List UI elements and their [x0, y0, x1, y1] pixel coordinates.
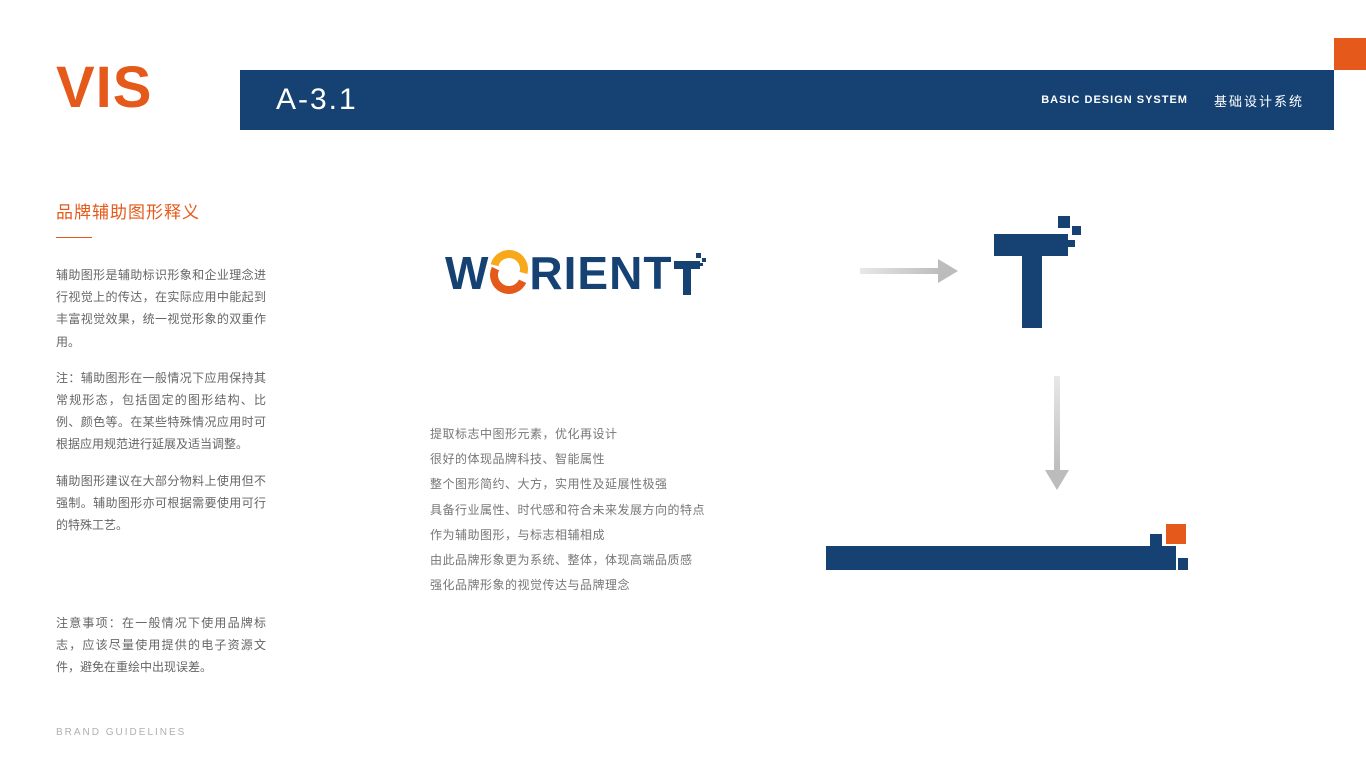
description-list: 提取标志中图形元素，优化再设计 很好的体现品牌科技、智能属性 整个图形简约、大方… — [430, 422, 790, 598]
side-p1: 辅助图形是辅助标识形象和企业理念进行视觉上的传达，在实际应用中能起到丰富视觉效果… — [56, 264, 266, 353]
header-en: BASIC DESIGN SYSTEM — [1041, 94, 1188, 106]
desc-line: 很好的体现品牌科技、智能属性 — [430, 447, 790, 472]
desc-line: 整个图形简约、大方，实用性及延展性极强 — [430, 472, 790, 497]
desc-line: 由此品牌形象更为系统、整体，体现高端品质感 — [430, 548, 790, 573]
aux-graphic-bar — [826, 530, 1194, 570]
logo-w: W — [445, 246, 489, 300]
desc-line: 强化品牌形象的视觉传达与品牌理念 — [430, 573, 790, 598]
title-underline — [56, 237, 92, 238]
section-title: 品牌辅助图形释义 — [56, 198, 266, 237]
vis-label: VIS — [56, 54, 153, 121]
desc-line: 提取标志中图形元素，优化再设计 — [430, 422, 790, 447]
side-note: 注意事项：在一般情况下使用品牌标志，应该尽量使用提供的电子资源文件，避免在重绘中… — [56, 612, 266, 679]
arrow-right-icon — [938, 259, 958, 283]
arrow-down-icon — [1045, 470, 1069, 490]
logo-rient: RIENT — [529, 246, 672, 300]
bar-orange-accent — [1166, 524, 1186, 544]
side-p2: 注：辅助图形在一般情况下应用保持其常规形态，包括固定的图形结构、比例、颜色等。在… — [56, 367, 266, 456]
footer-label: BRAND GUIDELINES — [56, 727, 186, 738]
desc-line: 具备行业属性、时代感和符合未来发展方向的特点 — [430, 498, 790, 523]
page-code: A-3.1 — [276, 83, 358, 117]
side-p3: 辅助图形建议在大部分物料上使用但不强制。辅助图形亦可根据需要使用可行的特殊工艺。 — [56, 470, 266, 537]
aux-graphic-t — [994, 216, 1084, 328]
desc-line: 作为辅助图形，与标志相辅相成 — [430, 523, 790, 548]
logo-o-icon — [490, 254, 528, 292]
arrow-down-line — [1054, 376, 1060, 472]
brand-logo: W RIENT — [445, 246, 704, 300]
corner-accent — [1334, 38, 1366, 70]
logo-t-pixel-icon — [674, 253, 704, 293]
header-cn: 基础设计系统 — [1214, 91, 1304, 110]
arrow-right-line — [860, 268, 940, 274]
header-bar: A-3.1 BASIC DESIGN SYSTEM 基础设计系统 — [240, 70, 1334, 130]
header-right: BASIC DESIGN SYSTEM 基础设计系统 — [1041, 91, 1304, 110]
sidebar: 品牌辅助图形释义 辅助图形是辅助标识形象和企业理念进行视觉上的传达，在实际应用中… — [56, 198, 266, 550]
